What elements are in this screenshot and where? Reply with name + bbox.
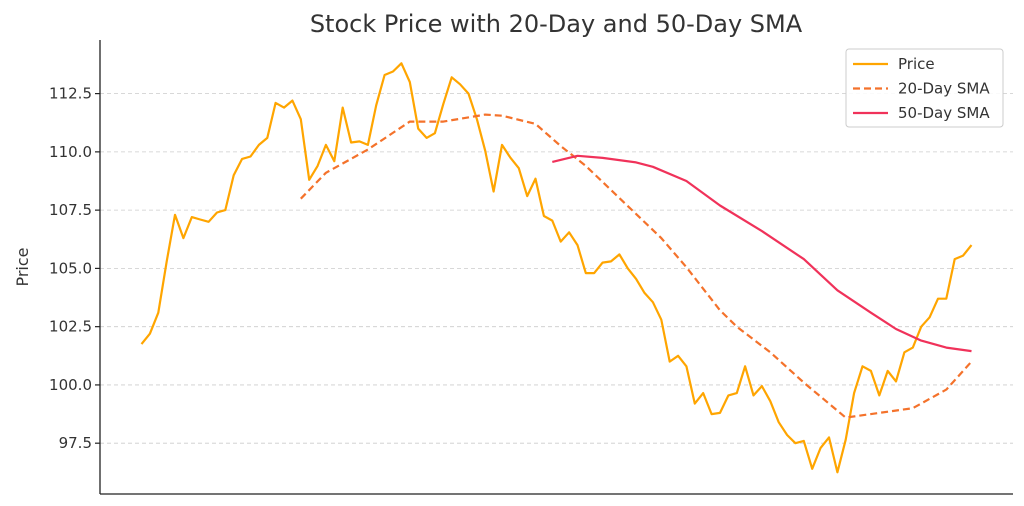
y-tick-label: 102.5: [49, 318, 92, 336]
series-lines: [140, 62, 973, 474]
series-line-price: [140, 62, 973, 474]
grid-lines: [100, 93, 1013, 444]
series-line-50-day-sma: [552, 154, 972, 353]
y-tick-label: 107.5: [49, 201, 92, 219]
y-tick-label: 97.5: [59, 434, 92, 452]
y-tick-label: 112.5: [49, 85, 92, 103]
y-tick-label: 100.0: [49, 376, 92, 394]
y-axis-label: Price: [13, 247, 32, 286]
chart-title: Stock Price with 20-Day and 50-Day SMA: [310, 10, 803, 38]
series-line-20-day-sma: [300, 113, 973, 419]
legend: Price 20-Day SMA 50-Day SMA: [845, 48, 1004, 128]
legend-label-20-day-sma: 20-Day SMA: [898, 80, 990, 98]
y-tick-label: 110.0: [49, 143, 92, 161]
legend-label-price: Price: [898, 55, 935, 73]
legend-box: [845, 48, 1004, 128]
y-tick-label: 105.0: [49, 259, 92, 277]
legend-label-50-day-sma: 50-Day SMA: [898, 104, 990, 122]
y-axis-ticks: 97.5 100.0 102.5 105.0 107.5 110.0 112.5: [49, 85, 100, 452]
